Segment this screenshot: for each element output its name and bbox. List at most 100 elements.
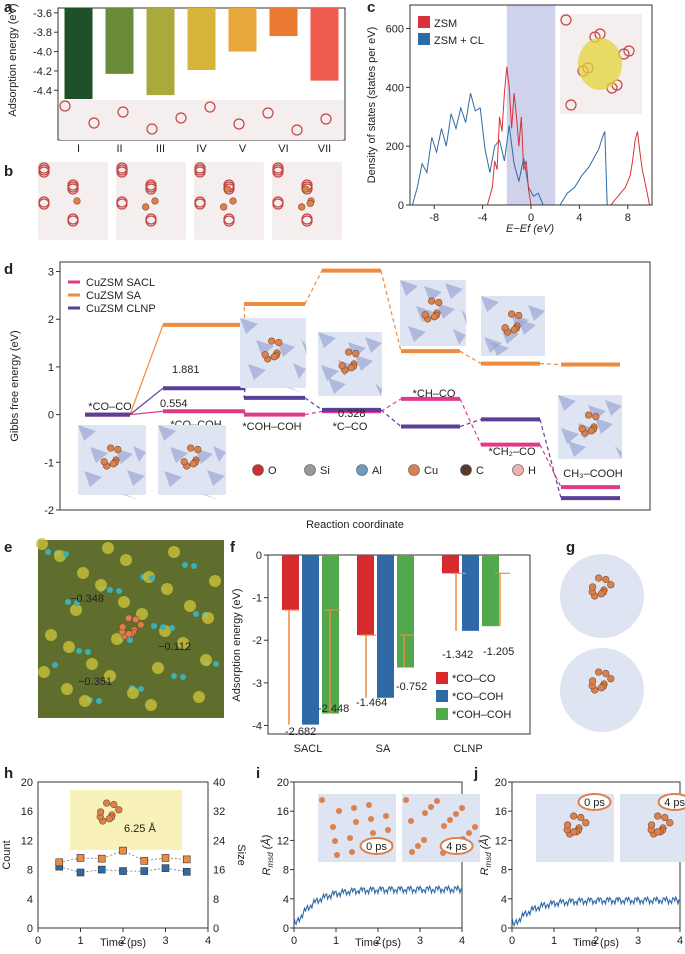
i-cu-dispersed [347, 835, 353, 841]
i-cu-dispersed [368, 816, 374, 822]
e-si-atom [63, 551, 69, 557]
c-ytick: 400 [386, 82, 404, 94]
d-ytick: 1 [48, 362, 54, 374]
g-cu-bottom-atom [607, 675, 615, 683]
c-xtick: 4 [576, 212, 582, 224]
d-value-3: 0.328 [338, 408, 366, 420]
c-legend-swatch-zsm [418, 16, 430, 28]
i-xtick: 1 [333, 935, 339, 947]
j-ytick: 8 [501, 865, 507, 877]
d-atom-C-icon [460, 464, 472, 476]
e-si-atom [191, 563, 197, 569]
e-cu-cluster-atom [132, 615, 140, 624]
e-lobe [209, 575, 221, 587]
d-structure-3-facet [293, 363, 306, 379]
d-cu-3-atom [270, 353, 278, 361]
d-cu-3 [261, 337, 283, 363]
b-structure-ring [301, 183, 313, 195]
i-ytick: 4 [283, 894, 289, 906]
d-structure-3-facet [301, 339, 307, 355]
d-cu-7-atom [578, 425, 586, 433]
i-cu-dispersed [409, 849, 415, 855]
d-structure-4-facet [318, 332, 336, 348]
i-cu-dispersed [366, 802, 372, 808]
e-si-atom [96, 698, 102, 704]
f-diff-4: -1.342 [442, 649, 473, 661]
d-structure-1 [78, 425, 146, 500]
f-legend-swatch-2 [436, 708, 448, 720]
d-structure-3 [240, 318, 307, 393]
a-bar-I [64, 8, 93, 100]
panel-label-d: d [4, 261, 13, 278]
e-lobe [168, 546, 180, 558]
j-ytick: 16 [495, 806, 507, 818]
d-state-7: CH₃–COOH [563, 468, 623, 480]
e-si-atom [193, 611, 199, 617]
j-cu-cluster-0-atom [564, 821, 572, 829]
d-structure-2-facet [164, 471, 182, 487]
d-cu-2-atom [194, 445, 202, 454]
a-ytick: -4.0 [33, 47, 52, 59]
h-xtick: 4 [205, 935, 211, 947]
h-ytick-left: 12 [21, 835, 33, 847]
i-cu-dispersed [332, 838, 338, 844]
g-cu-bottom-atom [597, 684, 605, 692]
e-si-atom [74, 600, 80, 606]
a-xtick: II [116, 143, 122, 155]
e-lobe [102, 542, 114, 554]
d-legend-1: CuZSM SA [86, 290, 142, 302]
d-cu-7-atom [587, 427, 595, 435]
f-ytick: -2 [252, 635, 262, 647]
a-zeolite-strip-ring [175, 112, 187, 124]
d-structure-6-facet [484, 337, 502, 353]
g-cu-top-atom [595, 574, 603, 582]
f-diff-0: -2.682 [285, 726, 316, 738]
d-cu-6-atom [508, 310, 516, 318]
d-structure-6-facet [528, 305, 545, 321]
d-cu-3-atom [275, 338, 283, 347]
e-lobe [184, 600, 196, 612]
b-structure-bg [116, 162, 186, 240]
f-bar-SA-0 [357, 555, 374, 636]
d-state-5: *CH–CO [413, 388, 456, 400]
d-structure-5-facet [437, 303, 455, 319]
h-marker-Size [97, 854, 106, 863]
d-structure-3-facet [256, 340, 274, 356]
d-structure-4-facet [375, 383, 382, 396]
d-cu-5-atom [421, 311, 429, 319]
c-series-ZSM-CL [411, 93, 608, 206]
d-cu-3-atom [268, 337, 276, 345]
f-diff-3: -0.752 [396, 681, 427, 693]
i-cu-dispersed [441, 823, 447, 829]
b-structure-ring [145, 215, 157, 227]
e-cu-cluster-atom [125, 614, 133, 622]
g-cu-top-atom [597, 590, 605, 598]
b-cu-cluster [73, 197, 81, 205]
d-cu-5-atom [430, 313, 438, 321]
i-cu-dispersed [447, 817, 453, 823]
d-connector [459, 350, 482, 365]
d-structure-7-facet [615, 446, 622, 459]
d-connector [380, 270, 402, 352]
i-xtick: 2 [375, 935, 381, 947]
h-xlabel: Time (ps) [100, 937, 146, 949]
d-structure-2-facet [158, 425, 176, 441]
d-connector [304, 397, 323, 411]
panel-label-j: j [473, 765, 478, 782]
b-cu-cluster-atom [229, 197, 237, 205]
e-si-atom [151, 623, 157, 629]
b-cu-cluster-atom [142, 203, 150, 211]
f-bar-SA-2 [397, 555, 414, 668]
b-structure-ring [38, 198, 50, 210]
f-bar-SA-1 [377, 555, 394, 698]
d-structure-3-facet [240, 318, 258, 334]
d-structure-4-facet [355, 355, 373, 371]
e-si-atom [171, 673, 177, 679]
panel-label-i: i [256, 765, 260, 782]
d-structure-5-facet [400, 280, 418, 296]
d-ytick: 0 [48, 410, 54, 422]
e-lobe [118, 596, 130, 608]
e-lobe [79, 695, 91, 707]
a-bar-IV [187, 8, 216, 70]
b-structure [116, 162, 186, 240]
